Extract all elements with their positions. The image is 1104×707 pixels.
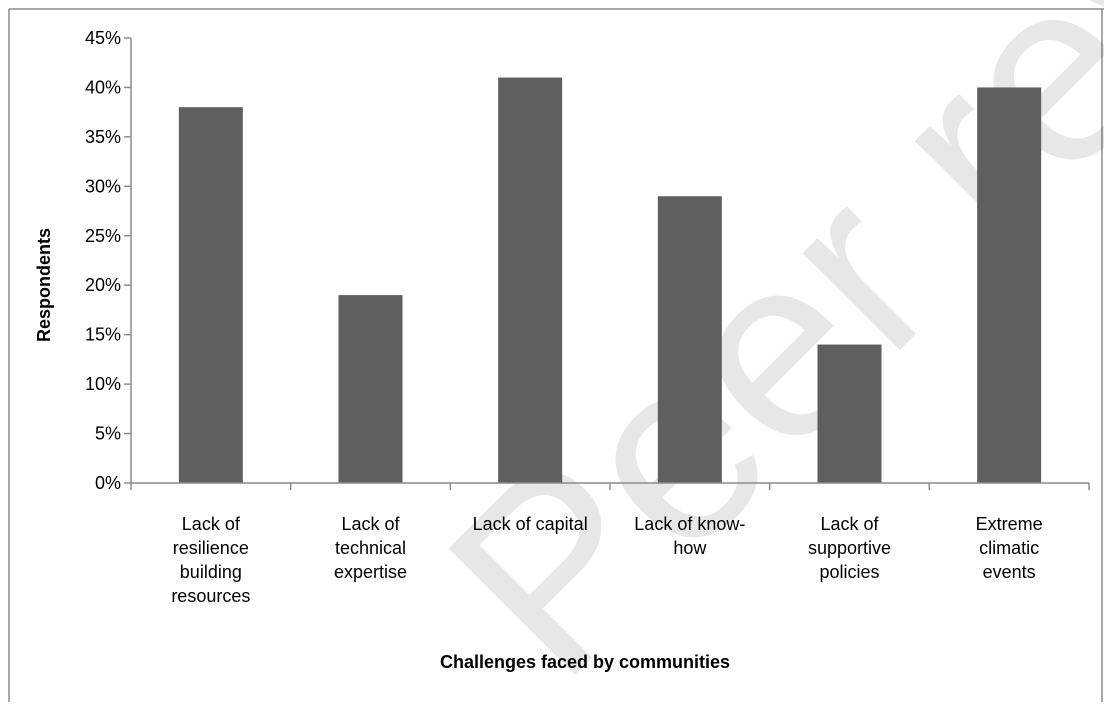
y-tick-label: 45% bbox=[85, 28, 121, 48]
bar bbox=[498, 77, 563, 484]
bar bbox=[817, 344, 882, 483]
x-tick-label: Lack of resilience building resources bbox=[171, 514, 250, 606]
y-axis-title: Respondents bbox=[34, 228, 54, 342]
y-tick-label: 35% bbox=[85, 127, 121, 147]
bar bbox=[178, 107, 243, 483]
x-axis-title: Challenges faced by communities bbox=[440, 652, 730, 672]
y-tick-label: 40% bbox=[85, 77, 121, 97]
y-tick-label: 10% bbox=[85, 374, 121, 394]
bar bbox=[657, 196, 722, 483]
x-tick-label: Lack of know-how bbox=[634, 514, 745, 558]
x-tick-label: Extreme climatic events bbox=[976, 514, 1043, 582]
x-tick-label: Lack of technical expertise bbox=[334, 514, 407, 582]
y-tick-label: 0% bbox=[95, 473, 121, 493]
y-tick-label: 20% bbox=[85, 275, 121, 295]
bar bbox=[338, 295, 403, 483]
x-tick-label: Lack of supportive policies bbox=[808, 514, 891, 582]
x-tick-label: Lack of capital bbox=[473, 514, 588, 534]
y-tick-label: 25% bbox=[85, 226, 121, 246]
y-tick-label: 30% bbox=[85, 176, 121, 196]
y-tick-label: 5% bbox=[95, 424, 121, 444]
y-tick-label: 15% bbox=[85, 325, 121, 345]
plot-area: 0% 5% 10% 15% 20% 25% 30% 35% 40% 45% Lack of resil… bbox=[85, 28, 1090, 606]
bar bbox=[977, 87, 1042, 483]
